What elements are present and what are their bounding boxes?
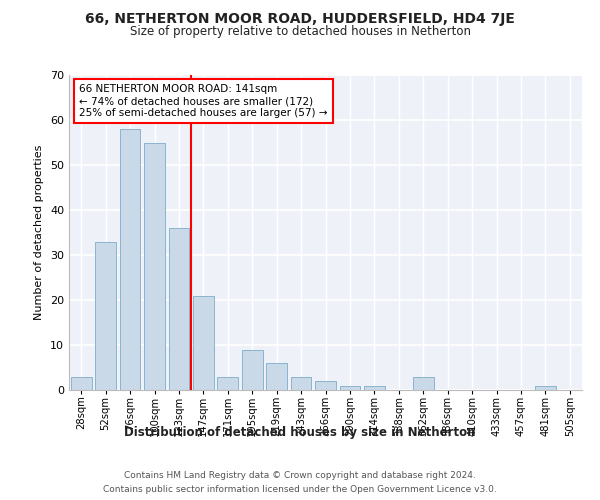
Bar — [290, 376, 311, 390]
Bar — [193, 296, 214, 390]
Bar — [242, 350, 263, 390]
Text: 66 NETHERTON MOOR ROAD: 141sqm
← 74% of detached houses are smaller (172)
25% of: 66 NETHERTON MOOR ROAD: 141sqm ← 74% of … — [79, 84, 328, 117]
Text: 66, NETHERTON MOOR ROAD, HUDDERSFIELD, HD4 7JE: 66, NETHERTON MOOR ROAD, HUDDERSFIELD, H… — [85, 12, 515, 26]
Y-axis label: Number of detached properties: Number of detached properties — [34, 145, 44, 320]
Bar — [315, 381, 336, 390]
Bar — [340, 386, 361, 390]
Text: Distribution of detached houses by size in Netherton: Distribution of detached houses by size … — [124, 426, 476, 439]
Bar — [95, 242, 116, 390]
Bar — [535, 386, 556, 390]
Text: Contains HM Land Registry data © Crown copyright and database right 2024.: Contains HM Land Registry data © Crown c… — [124, 472, 476, 480]
Bar — [413, 376, 434, 390]
Text: Contains public sector information licensed under the Open Government Licence v3: Contains public sector information licen… — [103, 484, 497, 494]
Bar — [144, 142, 165, 390]
Bar — [217, 376, 238, 390]
Text: Size of property relative to detached houses in Netherton: Size of property relative to detached ho… — [130, 25, 470, 38]
Bar — [169, 228, 190, 390]
Bar — [364, 386, 385, 390]
Bar — [119, 129, 140, 390]
Bar — [266, 363, 287, 390]
Bar — [71, 376, 92, 390]
